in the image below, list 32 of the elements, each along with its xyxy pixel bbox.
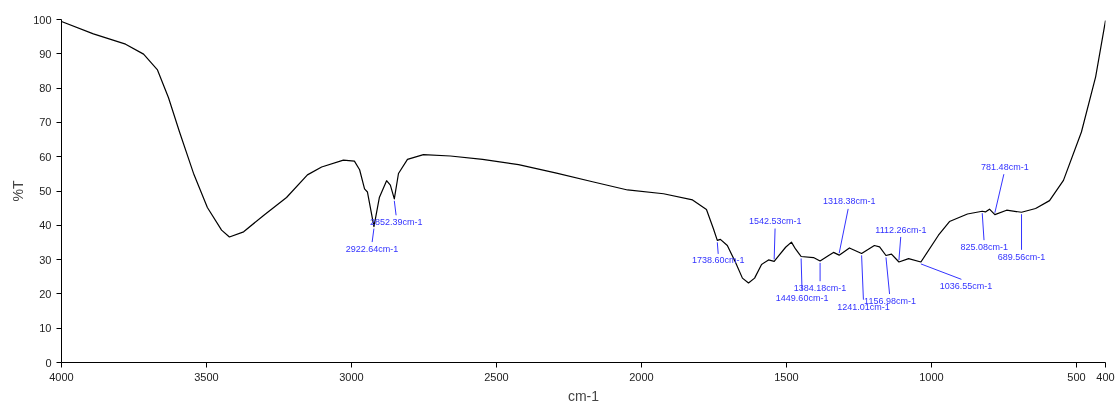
annotation: 1384.18cm-1 (793, 282, 847, 293)
annotation: 825.08cm-1 (960, 242, 1008, 253)
x-tick-label: 3500 (194, 370, 219, 383)
x-tick-label: 3000 (339, 370, 364, 383)
x-axis-title: cm-1 (567, 387, 600, 404)
x-tick-label: 1500 (774, 370, 799, 383)
y-tick-label: 60 (39, 150, 52, 163)
x-tick-label: 500 (1067, 370, 1086, 383)
annotation: 1036.55cm-1 (939, 281, 993, 291)
annotation: 781.48cm-1 (981, 161, 1029, 172)
x-tick-label: 400 (1096, 370, 1115, 383)
y-tick-label: 50 (39, 185, 52, 197)
annotation: 1449.60cm-1 (775, 292, 829, 303)
y-tick-label: 30 (39, 253, 52, 266)
x-tick-label: 4000 (49, 370, 74, 383)
y-tick-label: 100 (33, 13, 52, 26)
y-tick-label: 0 (45, 356, 52, 369)
y-tick-label: 40 (39, 219, 52, 232)
y-tick-label: 10 (39, 322, 52, 335)
y-tick-label: 20 (39, 287, 52, 300)
annotation: 1112.26cm-1 (875, 225, 927, 235)
annotation: 689.56cm-1 (997, 252, 1046, 263)
annotation: 1318.38cm-1 (822, 196, 876, 207)
y-tick-label: 70 (39, 116, 52, 129)
y-axis-title: %T (10, 180, 27, 202)
annotation: 2922.64cm-1 (345, 243, 399, 254)
x-tick-label: 2500 (484, 370, 509, 383)
annotation: 1542.53cm-1 (748, 216, 802, 227)
x-tick-label: 1000 (919, 370, 944, 383)
y-tick-label: 80 (39, 82, 52, 95)
x-tick-label: 2000 (629, 370, 654, 383)
y-tick-label: 90 (39, 47, 52, 60)
